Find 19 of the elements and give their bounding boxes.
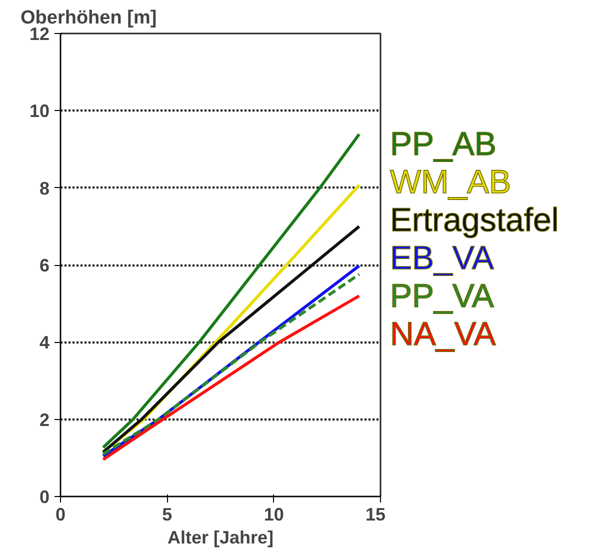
y-tick-label: 6 [39, 256, 50, 276]
line-series [102, 224, 361, 454]
x-tick-label: 5 [162, 504, 172, 524]
series-label: PP_VA [390, 277, 495, 315]
series-label: WM_AB [390, 163, 512, 201]
y-tick-label: 0 [39, 487, 50, 507]
series-label: EB_VA [390, 239, 495, 277]
x-tick-label: 10 [264, 504, 284, 524]
series-label: Ertragstafel [390, 201, 559, 239]
line-series [102, 132, 361, 449]
y-tick-label: 4 [39, 332, 50, 353]
y-tick-label: 8 [39, 178, 50, 198]
y-tick-label: 10 [29, 101, 50, 122]
series-label: PP_AB [390, 125, 498, 163]
x-tick-label: 0 [55, 504, 66, 524]
series-label: NA_VA [390, 315, 497, 353]
x-axis-title: Alter [Jahre] [167, 528, 274, 548]
x-tick-label: 15 [365, 504, 386, 524]
y-tick-label: 2 [39, 410, 50, 430]
